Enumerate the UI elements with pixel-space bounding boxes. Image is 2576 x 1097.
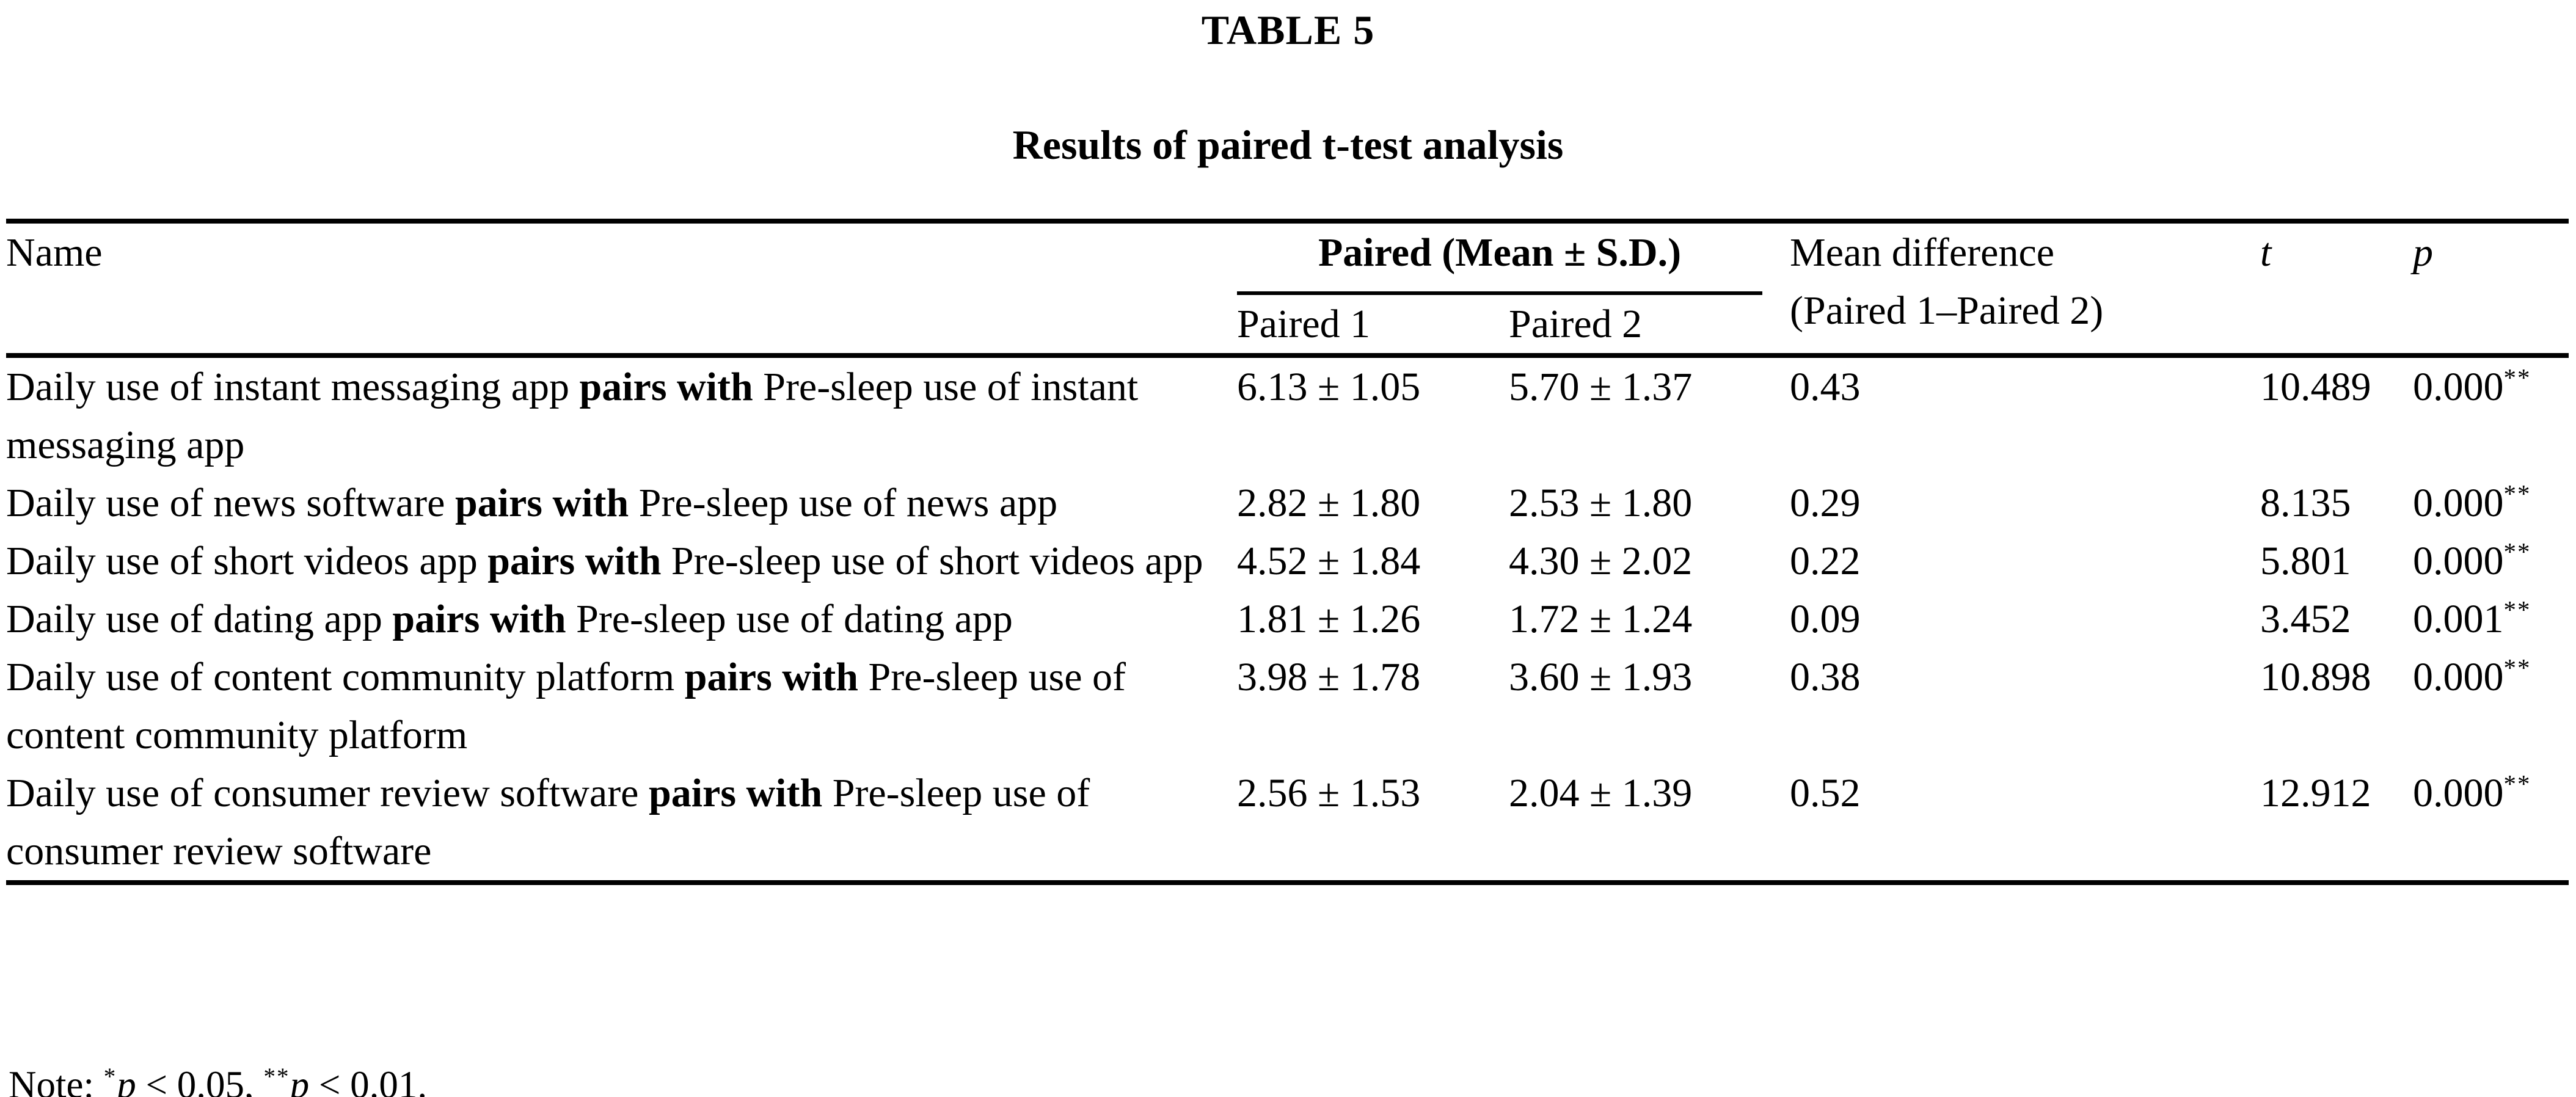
table-row: Daily use of content community platform …: [6, 648, 2569, 764]
pair-name-pre: Daily use of news software: [6, 481, 455, 525]
significance-stars: **: [2503, 654, 2531, 682]
pair-name-post: Pre-sleep use of dating app: [566, 597, 1013, 641]
mean-difference-label-line1: Mean difference: [1790, 230, 2055, 275]
p-value-cell: 0.000**: [2413, 532, 2569, 590]
significance-stars: **: [2503, 596, 2531, 624]
table-row: Daily use of news software pairs with Pr…: [6, 474, 2569, 532]
pairs-with-bold: pairs with: [487, 539, 662, 583]
pair-name-cell: Daily use of content community platform …: [6, 648, 1237, 764]
note-prefix: Note:: [9, 1063, 104, 1097]
pairs-with-bold: pairs with: [392, 597, 566, 641]
table-row: Daily use of dating app pairs with Pre-s…: [6, 590, 2569, 648]
col-header-paired-group: Paired (Mean ± S.D.): [1237, 221, 1790, 295]
mean-diff-cell: 0.52: [1790, 771, 1861, 815]
paired1-cell: 2.82 ± 1.80: [1237, 481, 1421, 525]
pair-name-post: Pre-sleep use of content community platf…: [6, 655, 1126, 757]
table-body: Daily use of instant messaging app pairs…: [6, 355, 2569, 883]
p-value-cell: 0.001**: [2413, 590, 2569, 648]
col-header-mean-difference: Mean difference (Paired 1–Paired 2): [1790, 221, 2260, 355]
pair-name-cell: Daily use of dating app pairs with Pre-s…: [6, 590, 1237, 648]
p-symbol: p: [290, 1063, 310, 1097]
p-value-cell: 0.000**: [2413, 474, 2569, 532]
p-symbol: p: [117, 1063, 136, 1097]
significance-stars: **: [2503, 480, 2531, 508]
p-value: 0.000: [2413, 655, 2504, 699]
t-value-cell: 10.489: [2260, 365, 2371, 409]
p-value: 0.000: [2413, 539, 2504, 583]
p-value-cell: 0.000**: [2413, 764, 2569, 883]
pair-name-pre: Daily use of consumer review software: [6, 771, 649, 815]
significance-stars: **: [2503, 364, 2531, 392]
table-number-title: TABLE 5: [1201, 7, 1375, 53]
t-value-cell: 3.452: [2260, 597, 2351, 641]
paired1-cell: 4.52 ± 1.84: [1237, 539, 1421, 583]
p-value: 0.000: [2413, 481, 2504, 525]
paired-group-label: Paired (Mean ± S.D.): [1318, 230, 1682, 275]
paired2-cell: 1.72 ± 1.24: [1509, 597, 1693, 641]
col-header-t: t: [2260, 230, 2272, 275]
mean-diff-cell: 0.43: [1790, 365, 1861, 409]
p-value: 0.000: [2413, 771, 2504, 815]
t-value-cell: 5.801: [2260, 539, 2351, 583]
pair-name-post: Pre-sleep use of instant messaging app: [6, 365, 1139, 467]
significance-stars: **: [2503, 538, 2531, 566]
pair-name-pre: Daily use of short videos app: [6, 539, 488, 583]
paired2-cell: 4.30 ± 2.02: [1509, 539, 1693, 583]
paired1-cell: 1.81 ± 1.26: [1237, 597, 1421, 641]
col-header-paired1: Paired 1: [1237, 302, 1371, 346]
pairs-with-bold: pairs with: [454, 481, 629, 525]
note-condition-1: < 0.05,: [136, 1063, 264, 1097]
p-value: 0.001: [2413, 597, 2504, 641]
pair-name-pre: Daily use of dating app: [6, 597, 393, 641]
mean-diff-cell: 0.09: [1790, 597, 1861, 641]
pair-name-post: Pre-sleep use of short videos app: [661, 539, 1203, 583]
paired1-cell: 2.56 ± 1.53: [1237, 771, 1421, 815]
mean-difference-label-line2: (Paired 1–Paired 2): [1790, 288, 2104, 333]
paired2-cell: 2.04 ± 1.39: [1509, 771, 1693, 815]
table-caption: Results of paired t-test analysis: [1012, 122, 1564, 168]
table-row: Daily use of short videos app pairs with…: [6, 532, 2569, 590]
t-value-cell: 10.898: [2260, 655, 2371, 699]
significance-stars: **: [2503, 770, 2531, 798]
header-row-top: Name Paired (Mean ± S.D.) Mean differenc…: [6, 221, 2569, 333]
pair-name-pre: Daily use of instant messaging app: [6, 365, 580, 409]
col-header-paired2: Paired 2: [1509, 302, 1643, 346]
table-row: Daily use of instant messaging app pairs…: [6, 355, 2569, 474]
paired-t-test-table: Name Paired (Mean ± S.D.) Mean differenc…: [6, 219, 2569, 885]
note-condition-2: < 0.01.: [309, 1063, 428, 1097]
single-star: *: [103, 1063, 117, 1090]
paired2-cell: 5.70 ± 1.37: [1509, 365, 1693, 409]
paired1-cell: 3.98 ± 1.78: [1237, 655, 1421, 699]
header-row-sub: Paired 1 Paired 2: [6, 295, 2569, 355]
mean-diff-cell: 0.38: [1790, 655, 1861, 699]
t-value-cell: 12.912: [2260, 771, 2371, 815]
paired-group-spanner: Paired (Mean ± S.D.): [1237, 224, 1763, 295]
p-value: 0.000: [2413, 365, 2504, 409]
pair-name-post: Pre-sleep use of consumer review softwar…: [6, 771, 1090, 873]
p-value-cell: 0.000**: [2413, 355, 2569, 474]
paired2-cell: 3.60 ± 1.93: [1509, 655, 1693, 699]
pair-name-pre: Daily use of content community platform: [6, 655, 685, 699]
t-value-cell: 8.135: [2260, 481, 2351, 525]
mean-diff-cell: 0.22: [1790, 539, 1861, 583]
paired1-cell: 6.13 ± 1.05: [1237, 365, 1421, 409]
pairs-with-bold: pairs with: [684, 655, 858, 699]
pair-name-cell: Daily use of instant messaging app pairs…: [6, 355, 1237, 474]
pairs-with-bold: pairs with: [579, 365, 753, 409]
col-header-p: p: [2413, 230, 2434, 275]
mean-diff-cell: 0.29: [1790, 481, 1861, 525]
pair-name-cell: Daily use of consumer review software pa…: [6, 764, 1237, 883]
pair-name-cell: Daily use of news software pairs with Pr…: [6, 474, 1237, 532]
col-header-name: Name: [6, 230, 103, 275]
double-star: **: [263, 1063, 290, 1090]
table-row: Daily use of consumer review software pa…: [6, 764, 2569, 883]
pair-name-cell: Daily use of short videos app pairs with…: [6, 532, 1237, 590]
table-footnote: Note: *p < 0.05, **p < 0.01.: [9, 1060, 427, 1097]
paired2-cell: 2.53 ± 1.80: [1509, 481, 1693, 525]
p-value-cell: 0.000**: [2413, 648, 2569, 764]
pairs-with-bold: pairs with: [648, 771, 823, 815]
pair-name-post: Pre-sleep use of news app: [629, 481, 1058, 525]
table-header: Name Paired (Mean ± S.D.) Mean differenc…: [6, 221, 2569, 355]
